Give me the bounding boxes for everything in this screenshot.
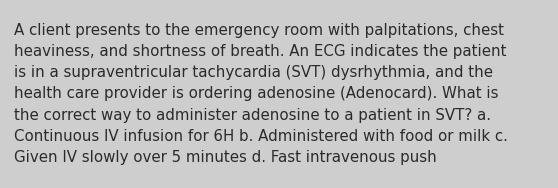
Text: A client presents to the emergency room with palpitations, chest
heaviness, and : A client presents to the emergency room …	[14, 23, 508, 165]
